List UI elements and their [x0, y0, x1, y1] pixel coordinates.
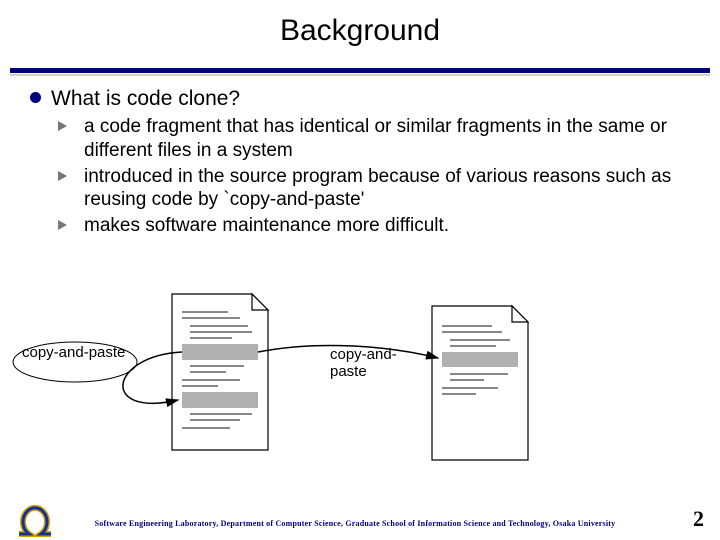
bullet-lvl1: What is code clone? [30, 86, 690, 111]
bullet-lvl2: makes software maintenance more difficul… [58, 214, 690, 238]
diagram-label-middle: copy-and-paste [330, 346, 397, 381]
triangle-bullet-icon [58, 121, 76, 131]
slide-title: Background [0, 0, 720, 48]
slide: Background What is code clone? a code fr… [0, 0, 720, 540]
bullet-lvl2-text: a code fragment that has identical or si… [84, 115, 690, 163]
disc-bullet-icon [30, 92, 41, 103]
document-icon [432, 306, 528, 460]
footer-text: Software Engineering Laboratory, Departm… [0, 519, 710, 528]
diagram-svg [0, 288, 720, 488]
body-text: What is code clone? a code fragment that… [30, 86, 690, 240]
triangle-bullet-icon [58, 220, 76, 230]
bullet-lvl2: introduced in the source program because… [58, 165, 690, 213]
document-icon [172, 294, 268, 450]
bullet-lvl2-text: introduced in the source program because… [84, 165, 690, 213]
bullet-lvl2: a code fragment that has identical or si… [58, 115, 690, 163]
diagram-label-left: copy-and-paste [22, 344, 125, 361]
copy-paste-diagram: copy-and-paste copy-and-paste [0, 288, 720, 488]
title-rule [10, 68, 710, 73]
triangle-bullet-icon [58, 171, 76, 181]
bullet-lvl2-text: makes software maintenance more difficul… [84, 214, 449, 238]
page-number: 2 [693, 506, 704, 532]
bullet-lvl1-text: What is code clone? [51, 86, 240, 111]
